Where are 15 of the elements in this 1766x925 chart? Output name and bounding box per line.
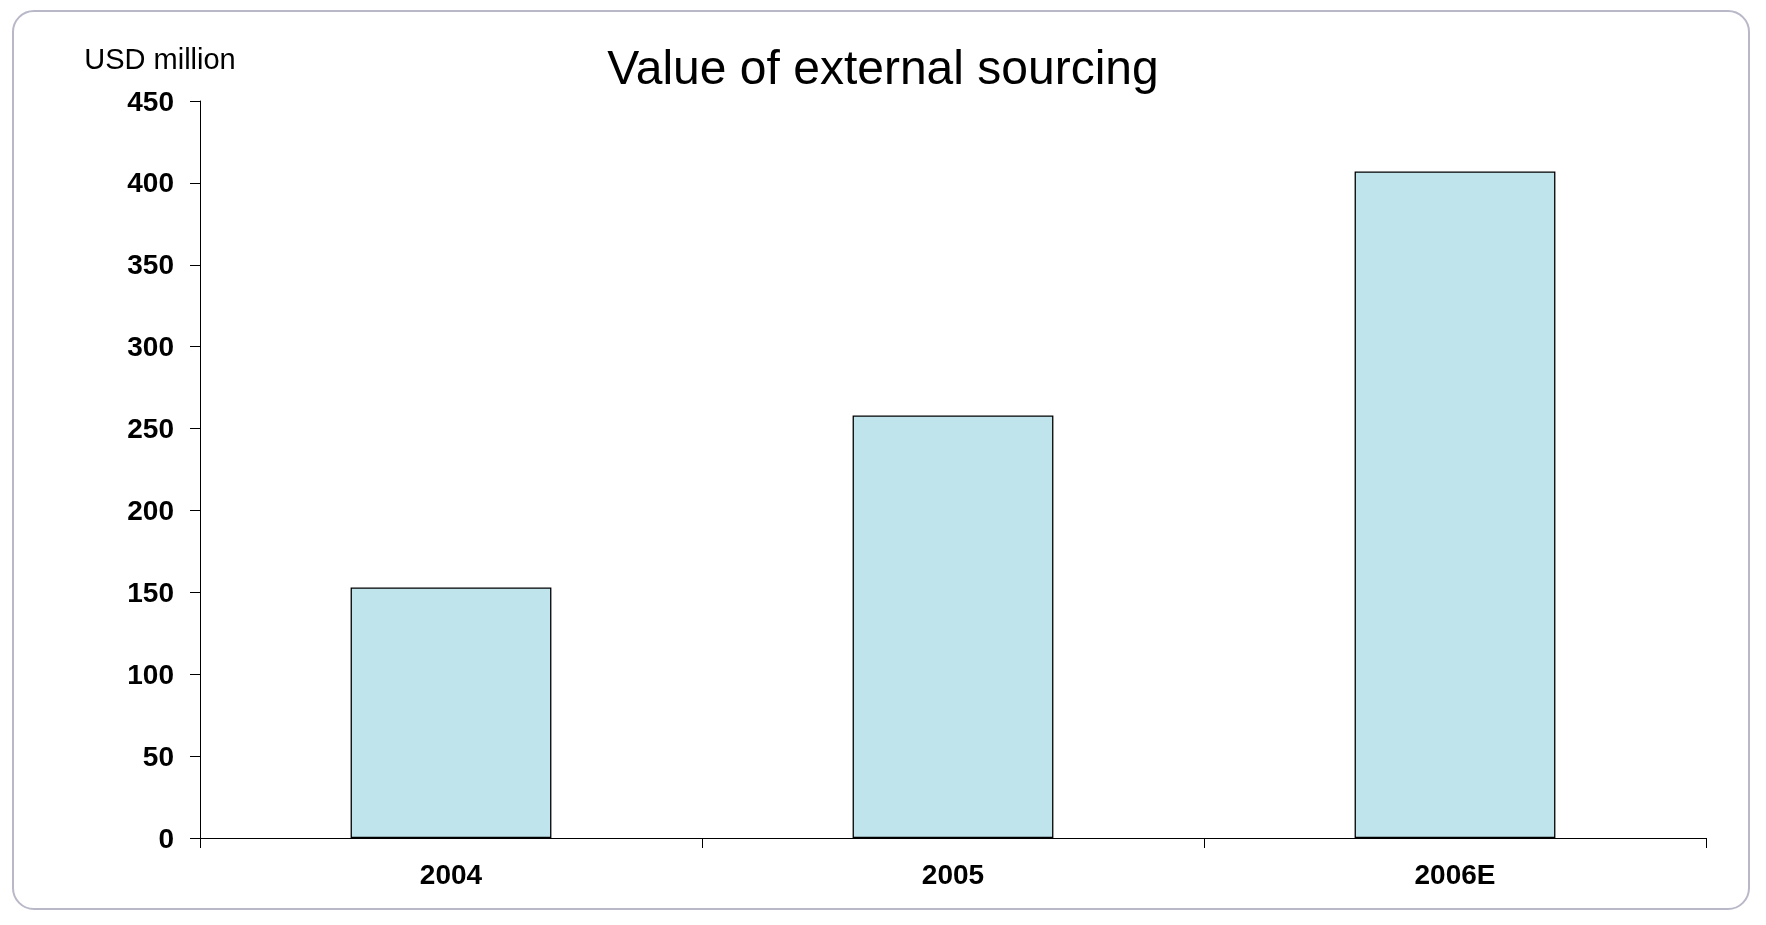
chart-title: Value of external sourcing (607, 40, 1159, 94)
y-tick-label: 300 (127, 331, 174, 363)
y-axis-title: USD million (84, 42, 236, 75)
y-tick-label: 150 (127, 576, 174, 608)
y-tick-label: 0 (158, 822, 174, 854)
y-tick-label: 100 (127, 658, 174, 690)
y-tick-label: 400 (127, 167, 174, 199)
y-tick-label: 50 (142, 740, 174, 772)
x-tick-label: 2004 (419, 858, 483, 890)
x-tick-label: 2006E (1414, 858, 1496, 890)
y-tick-label: 350 (127, 249, 174, 281)
y-tick-label: 450 (127, 85, 174, 117)
y-tick-label: 200 (127, 494, 174, 526)
y-tick-label: 250 (127, 413, 174, 445)
x-tick-label: 2005 (921, 858, 985, 890)
